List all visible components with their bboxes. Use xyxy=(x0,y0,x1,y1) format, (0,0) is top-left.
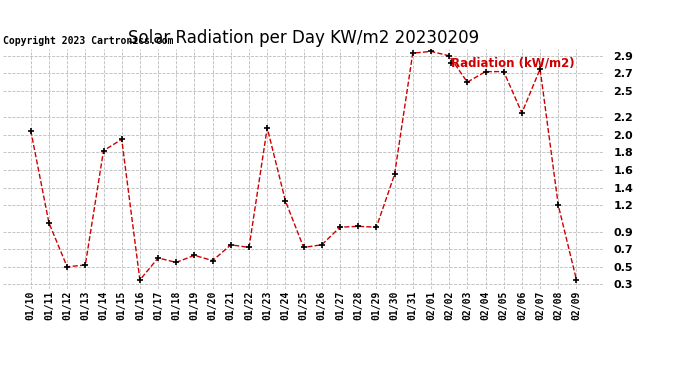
Radiation (kW/m2) xyxy=(336,225,344,230)
Radiation (kW/m2) xyxy=(190,253,199,258)
Radiation (kW/m2) xyxy=(208,258,217,263)
Legend: Radiation (kW/m2): Radiation (kW/m2) xyxy=(446,52,580,75)
Radiation (kW/m2) xyxy=(317,243,326,247)
Radiation (kW/m2) xyxy=(282,199,290,203)
Radiation (kW/m2) xyxy=(518,111,526,115)
Radiation (kW/m2) xyxy=(81,263,90,267)
Radiation (kW/m2) xyxy=(408,51,417,56)
Line: Radiation (kW/m2): Radiation (kW/m2) xyxy=(28,48,580,284)
Radiation (kW/m2) xyxy=(482,69,490,74)
Radiation (kW/m2) xyxy=(245,245,253,250)
Radiation (kW/m2) xyxy=(99,148,108,153)
Text: Copyright 2023 Cartronics.com: Copyright 2023 Cartronics.com xyxy=(3,36,174,46)
Radiation (kW/m2) xyxy=(154,256,162,260)
Radiation (kW/m2) xyxy=(463,80,471,84)
Radiation (kW/m2) xyxy=(172,260,180,265)
Radiation (kW/m2) xyxy=(63,264,71,269)
Radiation (kW/m2) xyxy=(27,128,35,133)
Radiation (kW/m2) xyxy=(45,220,53,225)
Radiation (kW/m2) xyxy=(372,225,380,230)
Radiation (kW/m2) xyxy=(227,243,235,247)
Radiation (kW/m2) xyxy=(445,54,453,58)
Radiation (kW/m2) xyxy=(554,203,562,207)
Title: Solar Radiation per Day KW/m2 20230209: Solar Radiation per Day KW/m2 20230209 xyxy=(128,29,479,47)
Radiation (kW/m2) xyxy=(117,137,126,141)
Radiation (kW/m2) xyxy=(299,245,308,250)
Radiation (kW/m2) xyxy=(500,69,508,74)
Radiation (kW/m2) xyxy=(391,172,399,177)
Radiation (kW/m2) xyxy=(263,126,271,130)
Radiation (kW/m2) xyxy=(427,49,435,54)
Radiation (kW/m2) xyxy=(536,67,544,71)
Radiation (kW/m2) xyxy=(572,278,580,282)
Radiation (kW/m2) xyxy=(136,278,144,282)
Radiation (kW/m2) xyxy=(354,224,362,229)
